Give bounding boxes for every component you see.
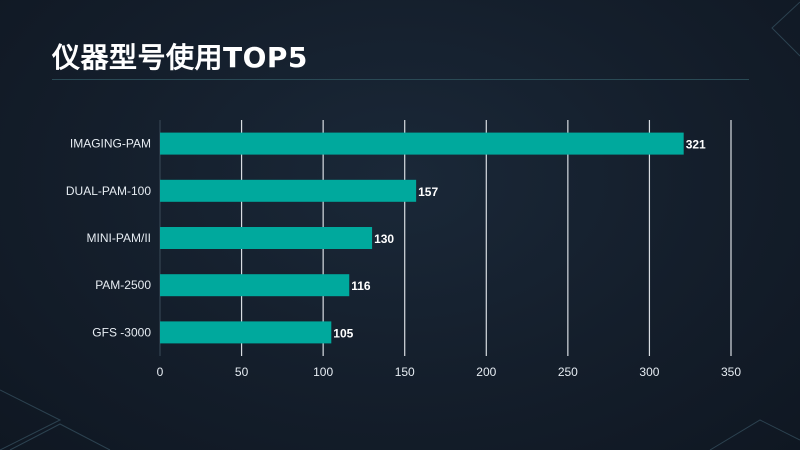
data-label: 157 [418, 185, 438, 199]
category-label: MINI-PAM/II [87, 231, 151, 245]
category-label: PAM-2500 [95, 278, 151, 292]
data-label: 116 [351, 279, 371, 293]
x-tick-label: 250 [558, 365, 578, 379]
title-divider [52, 79, 749, 80]
bar [160, 274, 350, 297]
x-tick-label: 200 [476, 365, 496, 379]
page-title: 仪器型号使用TOP5 [52, 41, 308, 74]
x-tick-label: 300 [639, 365, 659, 379]
data-label: 105 [333, 326, 353, 340]
x-tick-label: 0 [157, 365, 164, 379]
bottom-right-ornament [709, 419, 800, 450]
category-label: IMAGING-PAM [70, 137, 151, 151]
bar [160, 321, 332, 344]
data-label: 321 [686, 138, 706, 152]
bar [160, 227, 373, 249]
x-tick-label: 150 [395, 365, 415, 379]
data-label: 130 [374, 232, 394, 246]
x-tick-label: 350 [721, 365, 741, 379]
top-right-ornament [771, 1, 800, 57]
bottom-left-ornament [0, 389, 111, 450]
bar [160, 179, 417, 202]
x-tick-label: 100 [313, 365, 333, 379]
x-tick-label: 50 [235, 365, 249, 379]
bar [160, 132, 684, 155]
category-label: GFS -3000 [92, 325, 151, 339]
category-label: DUAL-PAM-100 [66, 184, 151, 198]
